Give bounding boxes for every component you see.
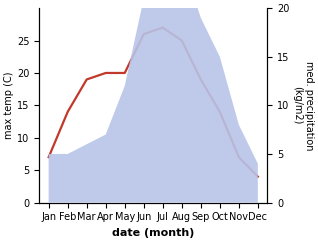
Y-axis label: med. precipitation
(kg/m2): med. precipitation (kg/m2) [292,60,314,150]
Y-axis label: max temp (C): max temp (C) [4,72,14,139]
X-axis label: date (month): date (month) [112,228,194,238]
